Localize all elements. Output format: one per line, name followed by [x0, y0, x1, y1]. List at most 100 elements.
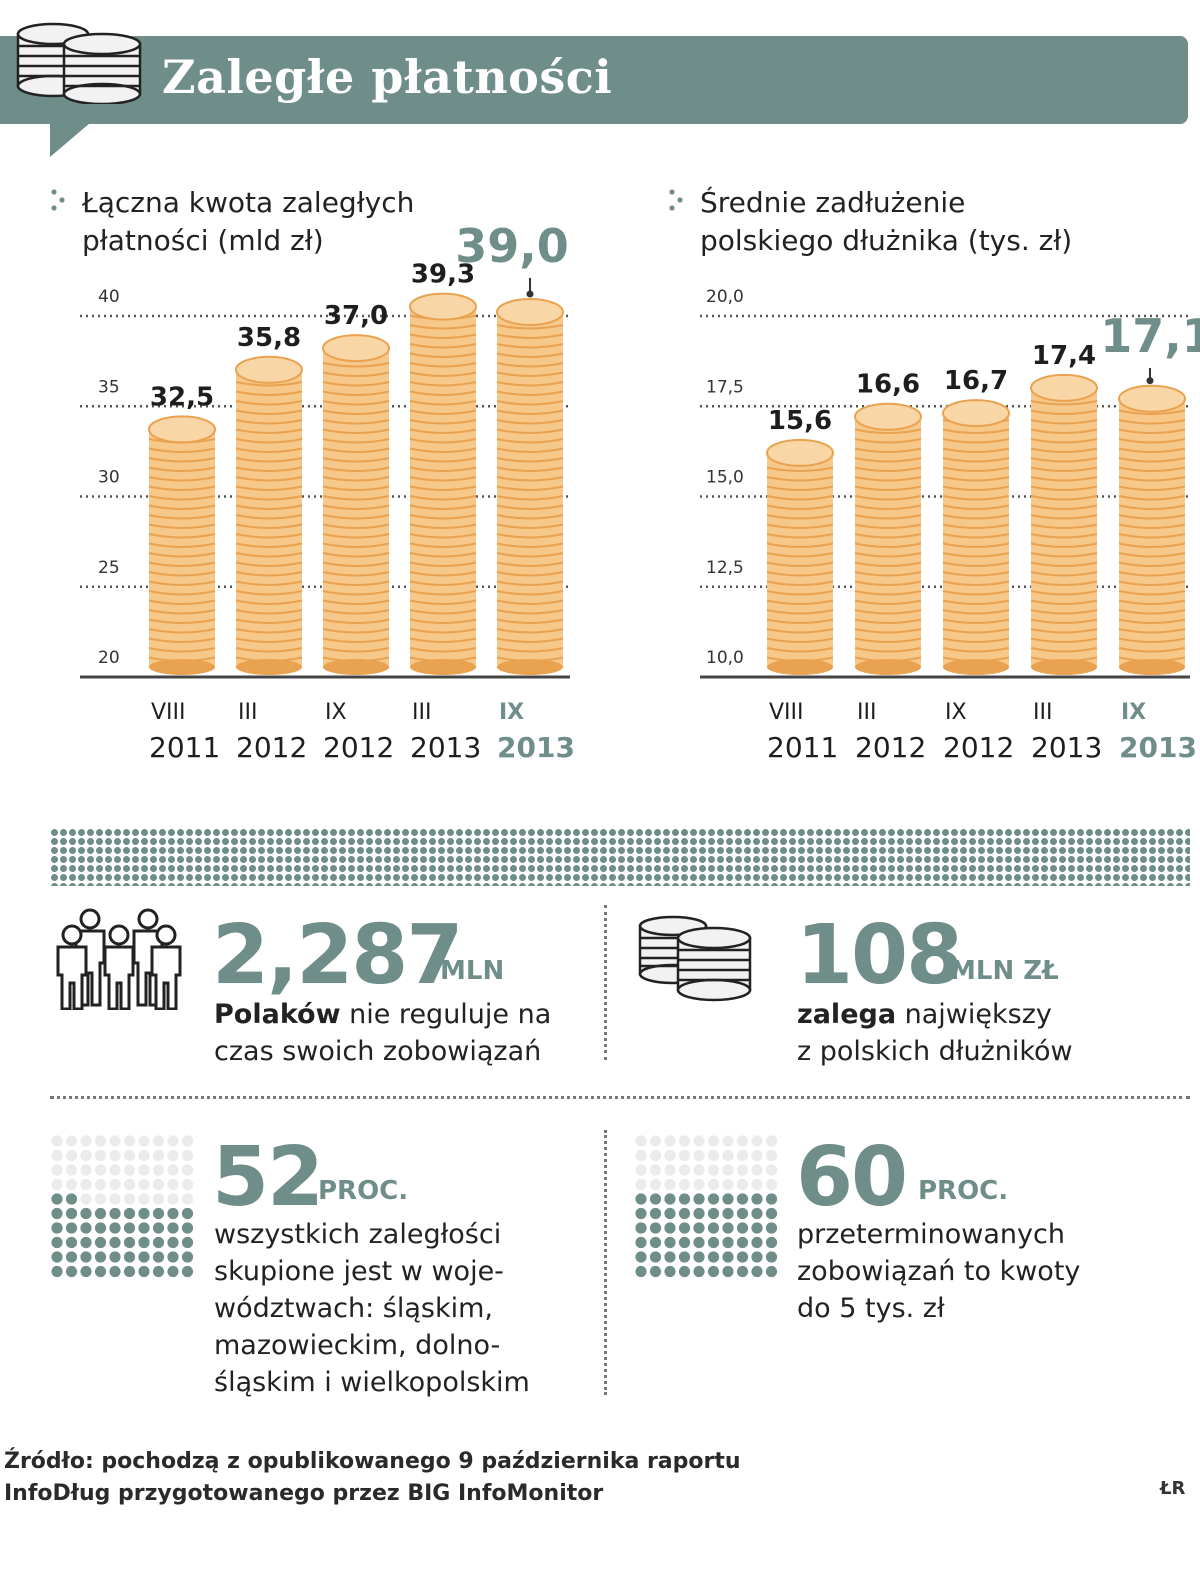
dot-empty: [138, 1135, 150, 1147]
dot-filled: [109, 1222, 121, 1234]
x-tick-label-year: 2012: [323, 731, 394, 764]
dot-filled: [51, 1207, 63, 1220]
dot-empty: [722, 1178, 734, 1191]
dot-filled: [94, 1207, 107, 1220]
dot-filled: [693, 1207, 705, 1220]
stat-small-debts-text: przeterminowanych zobowiązań to kwoty do…: [797, 1216, 1080, 1327]
dot-filled: [94, 1251, 107, 1263]
dot-empty: [51, 1135, 63, 1147]
dot-empty: [765, 1149, 778, 1162]
chart-1-title-line-2: płatności (mld zł): [82, 224, 324, 257]
bar: [235, 355, 303, 675]
bar: [496, 298, 564, 675]
vertical-divider: [604, 1130, 607, 1395]
x-tick-label-year: 2013: [1119, 731, 1197, 764]
dot-empty: [167, 1193, 179, 1205]
dot-empty: [693, 1164, 705, 1176]
author-initials: ŁR: [1160, 1478, 1186, 1499]
dot-filled: [736, 1236, 749, 1249]
dot-filled: [51, 1222, 63, 1234]
y-tick-label: 20: [98, 648, 120, 668]
dot-filled: [707, 1265, 720, 1278]
dot-filled: [722, 1265, 734, 1278]
x-tick-label-month: IX: [1121, 700, 1146, 725]
dot-empty: [181, 1164, 194, 1176]
y-tick-label: 17,5: [706, 377, 744, 397]
x-tick-label-month: III: [238, 700, 257, 725]
data-label: 35,8: [237, 323, 301, 353]
dot-empty: [65, 1178, 78, 1191]
dot-empty: [736, 1135, 749, 1147]
dot-filled: [707, 1251, 720, 1263]
x-tick-label-year: 2012: [943, 731, 1014, 764]
stat-debt-line-2: z polskich dłużników: [797, 1036, 1073, 1067]
dot-filled: [722, 1236, 734, 1249]
dot-filled: [736, 1193, 749, 1205]
dot-filled: [167, 1236, 179, 1249]
dot-filled: [678, 1265, 691, 1278]
dot-empty: [138, 1178, 150, 1191]
stat-people-bold: Polaków: [214, 999, 341, 1030]
dot-filled: [707, 1236, 720, 1249]
dot-empty: [51, 1149, 63, 1162]
dot-empty: [736, 1149, 749, 1162]
callout-dot: [1146, 377, 1154, 385]
dot-filled: [736, 1207, 749, 1220]
dot-empty: [751, 1149, 763, 1162]
x-tick-label-month: III: [412, 700, 431, 725]
dot-empty: [678, 1149, 691, 1162]
dot-filled: [181, 1236, 194, 1249]
y-tick-label: 30: [98, 468, 120, 488]
dot-empty: [635, 1164, 647, 1176]
dot-filled: [80, 1236, 92, 1249]
percent-dot-grid-60: [635, 1135, 778, 1278]
dot-empty: [167, 1135, 179, 1147]
dot-filled: [649, 1251, 662, 1263]
coins-icon: [16, 22, 142, 104]
dot-filled: [693, 1251, 705, 1263]
dot-filled: [635, 1222, 647, 1234]
dot-empty: [152, 1149, 165, 1162]
dot-empty: [693, 1135, 705, 1147]
data-label: 37,0: [324, 301, 388, 331]
dot-empty: [152, 1193, 165, 1205]
stat-debt-text: zalega największy z polskich dłużników: [797, 996, 1073, 1070]
y-tick-label: 40: [98, 287, 120, 307]
dot-filled: [152, 1251, 165, 1263]
bullet-dots-icon: [669, 189, 683, 211]
chart-2-title-line-1: Średnie zadłużenie: [700, 186, 966, 219]
dot-filled: [181, 1207, 194, 1220]
dot-filled: [109, 1236, 121, 1249]
dot-empty: [181, 1149, 194, 1162]
dot-empty: [765, 1178, 778, 1191]
dot-filled: [751, 1207, 763, 1220]
dot-filled: [152, 1207, 165, 1220]
dot-filled: [51, 1265, 63, 1278]
dot-empty: [649, 1135, 662, 1147]
dot-filled: [765, 1193, 778, 1205]
dot-empty: [181, 1178, 194, 1191]
dot-empty: [167, 1178, 179, 1191]
bar: [322, 334, 390, 675]
dot-empty: [664, 1149, 676, 1162]
dot-filled: [736, 1265, 749, 1278]
x-tick-label-month: III: [1033, 700, 1052, 725]
bar: [854, 402, 922, 675]
dot-empty: [649, 1149, 662, 1162]
dot-filled: [152, 1236, 165, 1249]
dot-empty: [664, 1135, 676, 1147]
dot-empty: [80, 1135, 92, 1147]
dot-filled: [664, 1193, 676, 1205]
dot-filled: [722, 1251, 734, 1263]
dot-empty: [94, 1178, 107, 1191]
dot-filled: [181, 1251, 194, 1263]
dot-filled: [138, 1251, 150, 1263]
dot-filled: [123, 1236, 136, 1249]
chart-total-overdue: 20 25 30 35 40 32,5 VIII 2011 35,8 III 2012 37,0 IX 2…: [80, 219, 575, 764]
bullet-dots-icon: [51, 189, 65, 211]
dot-filled: [751, 1265, 763, 1278]
dot-empty: [109, 1178, 121, 1191]
data-label: 15,6: [768, 406, 832, 436]
dot-filled: [635, 1265, 647, 1278]
dot-filled: [80, 1222, 92, 1234]
